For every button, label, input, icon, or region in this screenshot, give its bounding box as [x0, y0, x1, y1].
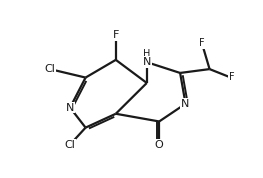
Text: N: N	[181, 99, 190, 109]
Text: Cl: Cl	[65, 140, 75, 150]
Text: F: F	[113, 30, 119, 40]
Text: N: N	[66, 103, 74, 113]
Text: N: N	[143, 57, 151, 67]
Text: O: O	[155, 140, 164, 150]
Text: H: H	[143, 49, 150, 59]
Text: F: F	[199, 38, 205, 48]
Text: F: F	[229, 72, 235, 82]
Text: Cl: Cl	[44, 64, 55, 74]
